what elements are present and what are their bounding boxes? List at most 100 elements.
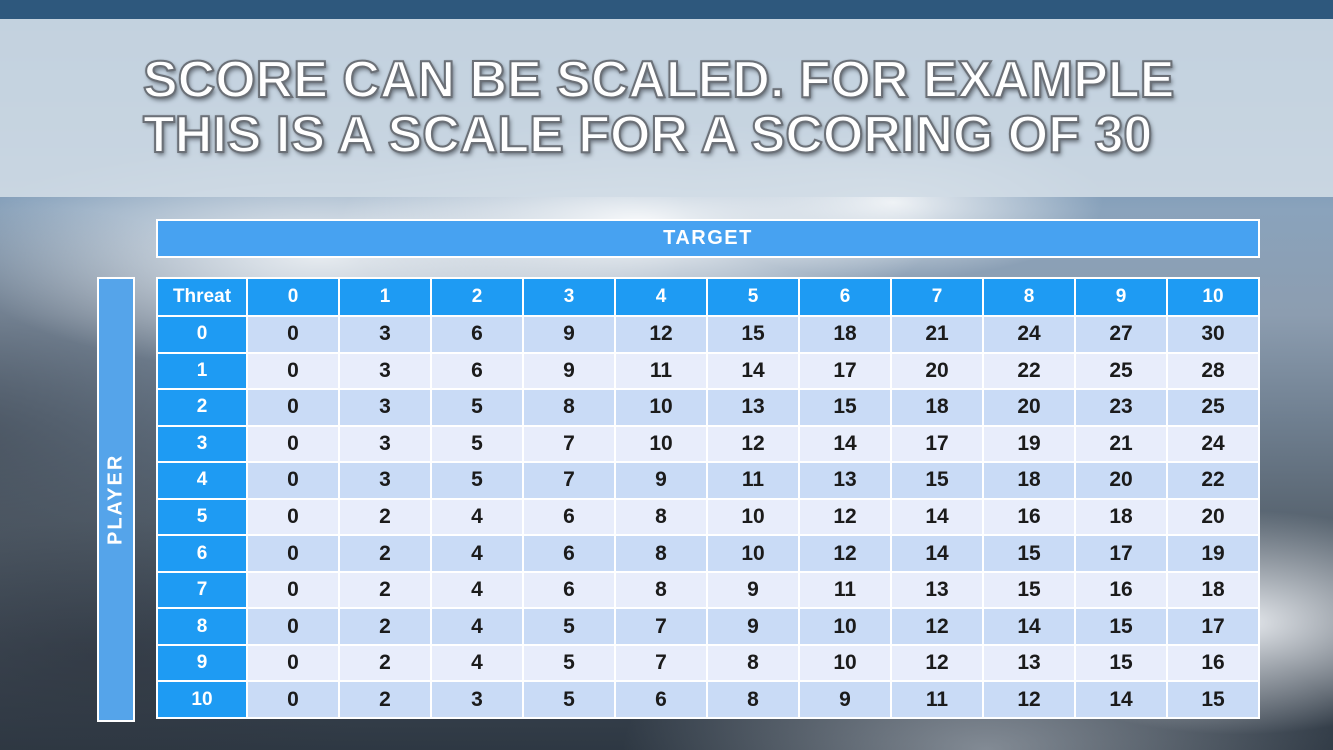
score-grid: Threat 0 1 2 3 4 5 6 7 8 9 10 0 0 3 6 9 12 15 18 21 24 27 30 1 0 3… [156, 277, 1260, 719]
score-cell: 12 [800, 536, 890, 571]
score-cell: 15 [708, 317, 798, 352]
score-cell: 9 [708, 609, 798, 644]
score-cell: 18 [1076, 499, 1166, 535]
col-header-cell: 1 [340, 279, 430, 315]
score-cell: 17 [892, 426, 982, 462]
score-cell: 2 [340, 609, 430, 644]
score-cell: 0 [248, 682, 338, 717]
score-cell: 11 [616, 353, 706, 389]
score-cell: 13 [800, 463, 890, 498]
score-cell: 14 [708, 353, 798, 389]
score-cell: 3 [340, 353, 430, 389]
row-header-cell: 10 [158, 682, 246, 717]
corner-header-threat: Threat [158, 279, 246, 315]
score-cell: 6 [432, 353, 522, 389]
col-header-cell: 3 [524, 279, 614, 315]
score-cell: 5 [432, 426, 522, 462]
score-cell: 2 [340, 682, 430, 717]
score-cell: 8 [616, 536, 706, 571]
score-cell: 0 [248, 572, 338, 608]
score-cell: 6 [616, 682, 706, 717]
row-header-cell: 6 [158, 536, 246, 571]
score-cell: 16 [984, 499, 1074, 535]
col-header-cell: 7 [892, 279, 982, 315]
score-cell: 14 [892, 499, 982, 535]
title-band [0, 19, 1333, 197]
target-header-bar: TARGET [156, 219, 1260, 258]
score-cell: 18 [984, 463, 1074, 498]
score-cell: 10 [708, 536, 798, 571]
score-cell: 5 [432, 463, 522, 498]
player-header-bar: PLAYER [97, 277, 135, 722]
score-cell: 10 [616, 390, 706, 425]
score-cell: 17 [800, 353, 890, 389]
score-cell: 2 [340, 499, 430, 535]
score-cell: 20 [1076, 463, 1166, 498]
row-header-cell: 7 [158, 572, 246, 608]
score-cell: 15 [984, 536, 1074, 571]
score-cell: 21 [1076, 426, 1166, 462]
score-cell: 4 [432, 499, 522, 535]
score-cell: 0 [248, 536, 338, 571]
score-cell: 9 [616, 463, 706, 498]
score-cell: 8 [616, 499, 706, 535]
score-cell: 12 [616, 317, 706, 352]
row-header-cell: 9 [158, 645, 246, 681]
score-cell: 5 [524, 609, 614, 644]
score-cell: 10 [708, 499, 798, 535]
score-cell: 15 [892, 463, 982, 498]
col-header-cell: 8 [984, 279, 1074, 315]
score-cell: 15 [800, 390, 890, 425]
score-cell: 15 [984, 572, 1074, 608]
score-cell: 9 [524, 353, 614, 389]
row-header-cell: 1 [158, 353, 246, 389]
score-cell: 7 [524, 463, 614, 498]
score-cell: 6 [524, 499, 614, 535]
score-cell: 3 [340, 426, 430, 462]
score-cell: 11 [800, 572, 890, 608]
score-cell: 8 [616, 572, 706, 608]
score-cell: 20 [984, 390, 1074, 425]
score-cell: 14 [800, 426, 890, 462]
score-cell: 19 [984, 426, 1074, 462]
score-cell: 4 [432, 572, 522, 608]
col-header-cell: 0 [248, 279, 338, 315]
score-cell: 12 [892, 645, 982, 681]
score-cell: 0 [248, 353, 338, 389]
score-cell: 8 [524, 390, 614, 425]
col-header-cell: 2 [432, 279, 522, 315]
slide-title-line-2: THIS IS A SCALE FOR A SCORING OF 30 [142, 106, 1153, 164]
score-cell: 10 [800, 609, 890, 644]
row-header-cell: 0 [158, 317, 246, 352]
score-cell: 19 [1168, 536, 1258, 571]
score-cell: 13 [708, 390, 798, 425]
score-cell: 23 [1076, 390, 1166, 425]
score-cell: 30 [1168, 317, 1258, 352]
score-cell: 3 [432, 682, 522, 717]
score-cell: 7 [524, 426, 614, 462]
row-header-cell: 8 [158, 609, 246, 644]
score-cell: 0 [248, 463, 338, 498]
score-cell: 15 [1076, 609, 1166, 644]
top-accent-bar [0, 0, 1333, 19]
score-cell: 10 [616, 426, 706, 462]
score-cell: 27 [1076, 317, 1166, 352]
score-cell: 11 [892, 682, 982, 717]
score-cell: 4 [432, 645, 522, 681]
score-cell: 18 [800, 317, 890, 352]
col-header-cell: 9 [1076, 279, 1166, 315]
score-cell: 16 [1076, 572, 1166, 608]
score-cell: 4 [432, 609, 522, 644]
slide-title: SCORE CAN BE SCALED. FOR EXAMPLE THIS IS… [142, 51, 1263, 164]
score-cell: 2 [340, 572, 430, 608]
slide-title-line-1: SCORE CAN BE SCALED. FOR EXAMPLE [142, 51, 1175, 109]
score-cell: 17 [1076, 536, 1166, 571]
score-cell: 20 [892, 353, 982, 389]
score-cell: 7 [616, 645, 706, 681]
score-cell: 10 [800, 645, 890, 681]
score-cell: 4 [432, 536, 522, 571]
score-cell: 24 [1168, 426, 1258, 462]
score-cell: 13 [984, 645, 1074, 681]
score-cell: 21 [892, 317, 982, 352]
